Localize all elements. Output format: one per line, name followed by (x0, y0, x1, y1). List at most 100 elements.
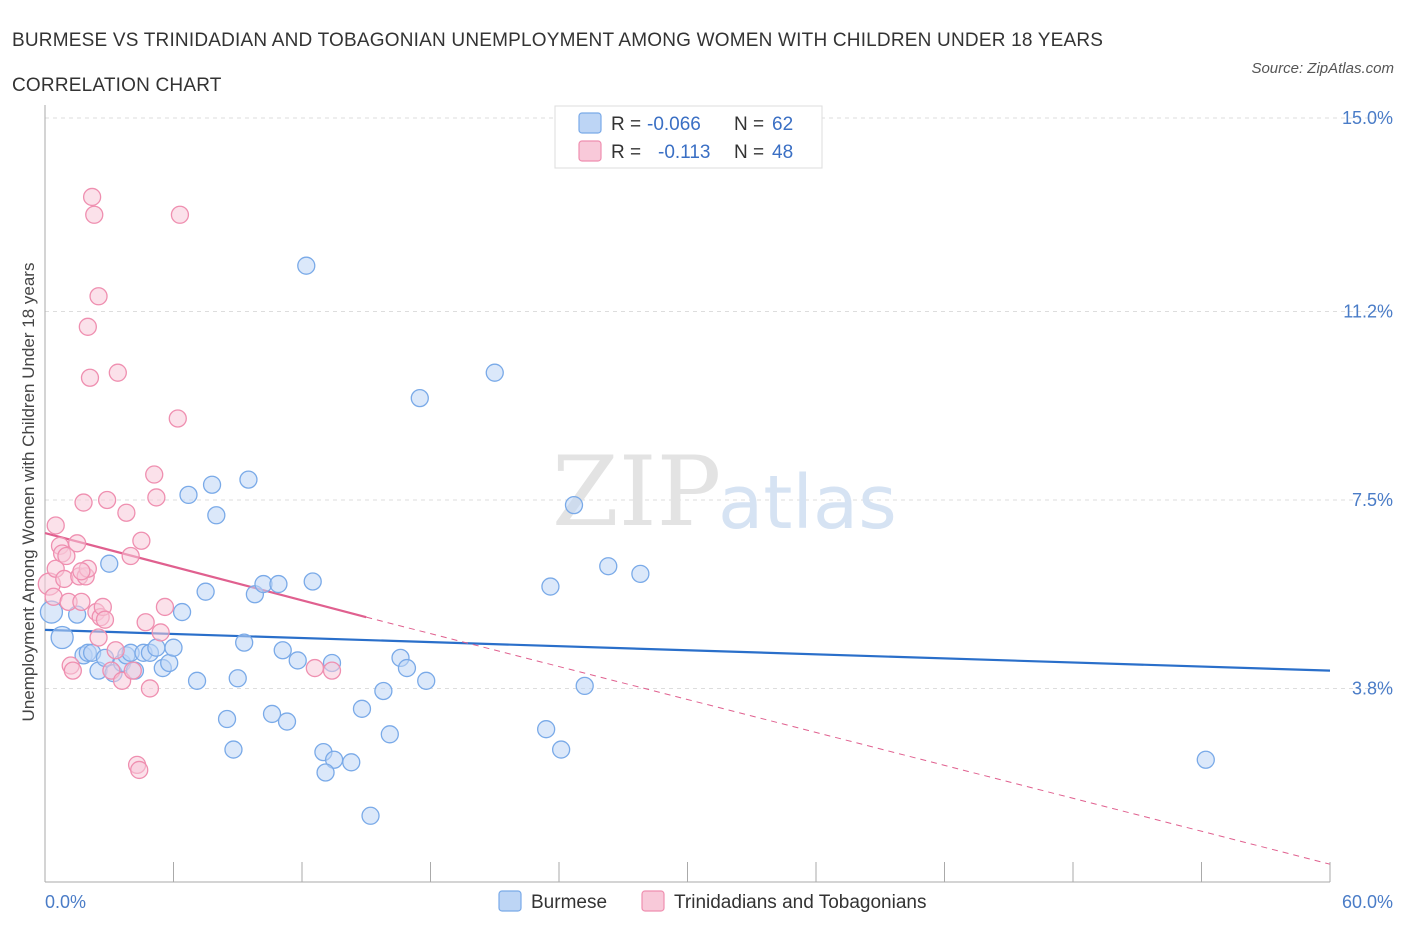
point-burmese-34 (269, 574, 288, 594)
point-trini-42 (147, 488, 166, 507)
point-trini-46 (170, 205, 190, 224)
point-burmese-44 (352, 699, 372, 718)
legend-n-value-trini: 48 (772, 142, 793, 163)
point-trini-35 (123, 661, 142, 680)
point-burmese-38 (297, 256, 316, 275)
point-trini-27 (95, 610, 115, 629)
point-burmese-49 (397, 658, 417, 678)
legend-swatch-trini (578, 140, 602, 162)
legend-r-value-burmese: -0.066 (647, 114, 701, 135)
point-trini-40 (140, 679, 160, 698)
point-burmese-43 (342, 753, 361, 772)
point-burmese-60 (631, 564, 650, 584)
point-burmese-29 (235, 633, 254, 652)
watermark-atlas: atlas (718, 460, 897, 546)
point-trini-16 (72, 562, 91, 581)
point-burmese-1 (50, 625, 74, 650)
point-burmese-46 (374, 681, 393, 701)
watermark-zip: ZIP (552, 436, 721, 548)
y-tick-label-2: 11.2% (1343, 302, 1393, 322)
chart-title: BURMESE VS TRINIDADIAN AND TOBAGONIAN UN… (12, 30, 1104, 96)
point-trini-7 (57, 546, 76, 566)
y-axis-label: Unemployment Among Women with Children U… (19, 263, 38, 722)
point-burmese-21 (179, 485, 198, 505)
point-burmese-25 (207, 506, 226, 525)
legend-n-label-trini: N = (734, 142, 764, 163)
point-burmese-19 (164, 638, 183, 657)
x-tick-label-0: 0.0% (45, 892, 86, 912)
series-legend-label-trini: Trinidadians and Tobagonians (674, 892, 926, 913)
point-trini-34 (121, 546, 140, 566)
point-trini-31 (108, 363, 127, 382)
trend-line-burmese (44, 628, 1331, 672)
y-tick-label-1: 7.5% (1352, 490, 1393, 510)
point-trini-28 (97, 490, 117, 510)
y-tick-label-3: 15.0% (1342, 108, 1393, 128)
point-burmese-39 (303, 572, 322, 591)
point-burmese-27 (224, 740, 243, 759)
point-burmese-36 (273, 641, 292, 660)
trend-lines (44, 532, 1331, 865)
point-trini-43 (151, 623, 170, 642)
legend-r-label-burmese: R = (611, 114, 641, 135)
point-burmese-23 (196, 582, 215, 601)
point-trini-33 (117, 503, 136, 522)
point-burmese-56 (551, 740, 571, 759)
point-trini-17 (74, 493, 93, 512)
point-trini-38 (132, 531, 151, 550)
point-trini-41 (145, 465, 164, 484)
point-burmese-28 (228, 669, 247, 688)
trend-line-trini (44, 532, 367, 619)
point-burmese-58 (575, 676, 594, 696)
point-burmese-61 (1196, 750, 1215, 769)
point-trini-37 (130, 760, 149, 780)
point-burmese-57 (564, 495, 584, 515)
point-trini-44 (155, 597, 175, 617)
series-legend-label-burmese: Burmese (531, 892, 607, 913)
point-burmese-37 (288, 651, 307, 670)
trend-line-trini-extension (366, 616, 1331, 865)
point-burmese-55 (541, 577, 560, 596)
point-trini-18 (78, 317, 97, 336)
point-trini-6 (55, 569, 74, 589)
point-burmese-45 (361, 806, 380, 825)
point-trini-20 (82, 187, 102, 207)
legend-r-value-trini: -0.113 (658, 142, 710, 163)
point-trini-39 (136, 613, 155, 632)
point-burmese-26 (217, 709, 237, 729)
point-trini-13 (72, 592, 91, 612)
point-trini-24 (89, 628, 108, 647)
point-trini-48 (322, 661, 342, 680)
point-burmese-35 (277, 712, 297, 731)
point-burmese-51 (417, 671, 436, 690)
data-points (37, 187, 1215, 825)
point-trini-11 (67, 534, 87, 553)
point-burmese-20 (172, 602, 192, 622)
point-burmese-22 (187, 671, 207, 690)
point-trini-3 (46, 516, 65, 535)
series-legend-swatch-burmese (498, 890, 522, 912)
source-label: Source: ZipAtlas.com (1251, 60, 1394, 77)
series-legend-swatch-trini (641, 890, 665, 912)
point-burmese-54 (537, 720, 556, 739)
point-trini-10 (63, 661, 82, 680)
point-burmese-33 (262, 704, 282, 724)
point-burmese-24 (202, 475, 222, 494)
point-trini-19 (80, 368, 100, 387)
legend-r-label-trini: R = (611, 142, 641, 163)
legend-swatch-burmese (578, 112, 602, 134)
point-burmese-50 (410, 388, 429, 408)
point-trini-23 (89, 287, 108, 306)
y-tick-label-0: 3.8% (1352, 678, 1393, 698)
point-burmese-59 (599, 557, 618, 576)
point-trini-45 (168, 409, 187, 428)
point-burmese-30 (239, 470, 258, 489)
point-burmese-52 (316, 763, 335, 782)
grid-lines (45, 117, 1390, 689)
point-burmese-53 (485, 363, 504, 382)
axes (44, 105, 1331, 883)
series-legend: Burmese Trinidadians and Tobagonians (498, 890, 926, 913)
point-trini-47 (305, 658, 325, 678)
point-burmese-8 (100, 554, 119, 573)
